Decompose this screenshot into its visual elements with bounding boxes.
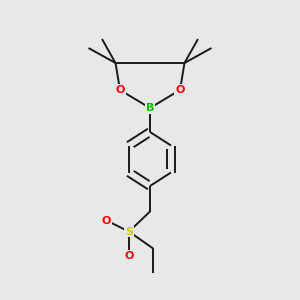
Text: O: O [175, 85, 185, 95]
Text: O: O [102, 215, 111, 226]
Text: O: O [115, 85, 125, 95]
Text: S: S [125, 226, 133, 237]
Text: B: B [146, 103, 154, 113]
Text: O: O [124, 250, 134, 261]
